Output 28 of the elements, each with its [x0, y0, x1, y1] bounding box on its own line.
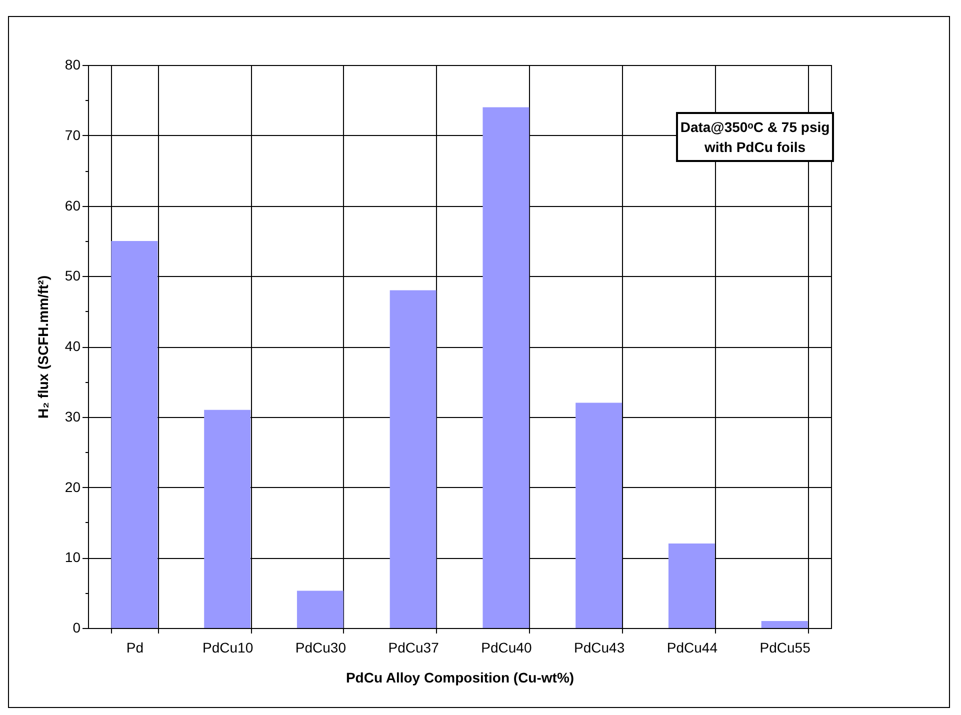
- bar: [668, 544, 715, 628]
- y-tick-label: 60: [64, 197, 81, 214]
- bar: [390, 290, 436, 628]
- bar: [761, 620, 808, 628]
- x-tick-label: PdCu55: [760, 640, 811, 656]
- y-tick-label: 20: [64, 478, 81, 495]
- x-tick-label: PdCu44: [666, 640, 718, 656]
- x-tick-label: PdCu30: [295, 640, 346, 656]
- y-tick-label: 10: [64, 549, 81, 566]
- bar: [111, 240, 158, 628]
- x-tick-label: PdCu10: [202, 640, 254, 656]
- annotation: Data@350ᵒC & 75 psig with PdCu foils: [676, 112, 834, 162]
- x-tick-label: PdCu37: [388, 640, 440, 656]
- bar: [296, 590, 344, 628]
- x-tick-label: PdCu40: [481, 640, 532, 656]
- y-tick-label: 0: [72, 620, 81, 636]
- bar: [576, 402, 622, 628]
- y-tick-label: 70: [64, 126, 81, 143]
- y-axis-title: H₂ flux (SCFH.mm/ft²): [34, 275, 51, 419]
- y-tick-label: 40: [64, 338, 81, 354]
- x-tick-label: PdCu43: [574, 640, 625, 656]
- y-tick-label: 30: [64, 408, 81, 424]
- x-axis-title: PdCu Alloy Composition (Cu-wt%): [346, 670, 574, 686]
- x-tick-label: Pd: [126, 640, 144, 656]
- bar: [482, 107, 530, 628]
- bar: [204, 410, 251, 628]
- y-tick-label: 50: [64, 268, 81, 284]
- y-tick-label: 80: [64, 56, 81, 72]
